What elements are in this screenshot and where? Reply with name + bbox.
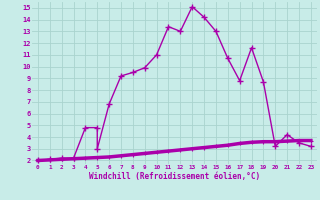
- X-axis label: Windchill (Refroidissement éolien,°C): Windchill (Refroidissement éolien,°C): [89, 172, 260, 181]
